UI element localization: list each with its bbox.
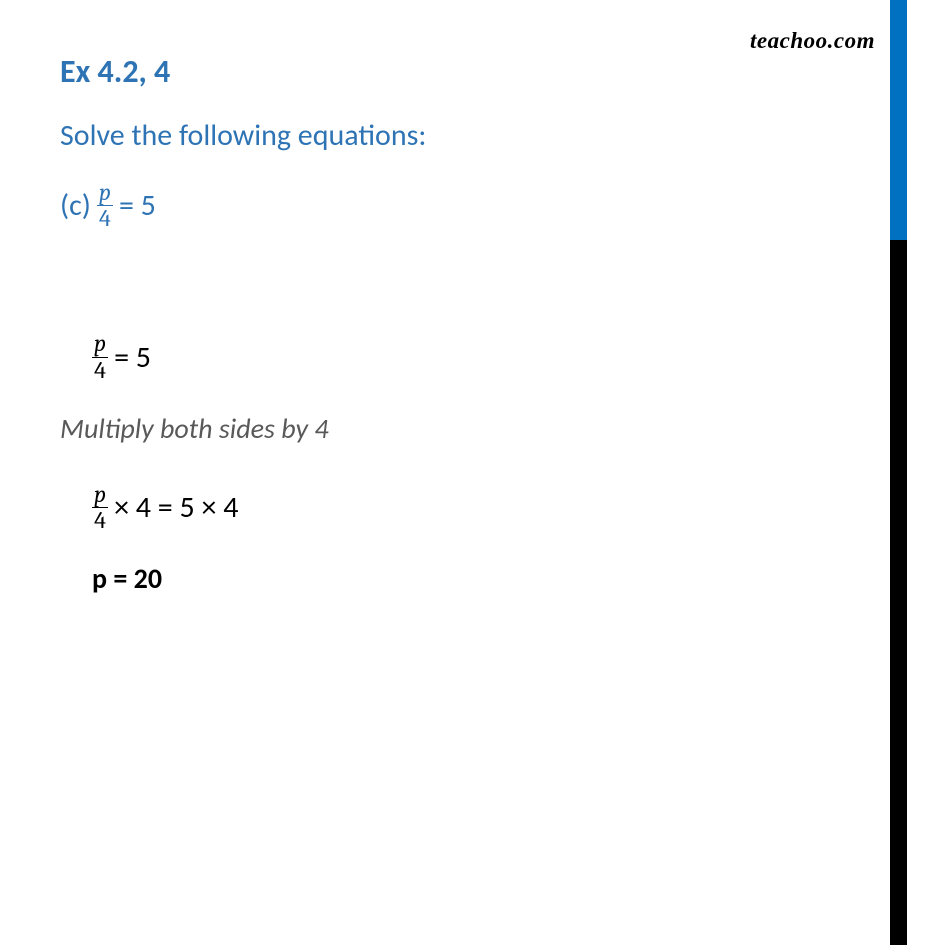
fraction-denominator: 4 [92, 358, 108, 383]
answer-text: p = 20 [92, 561, 885, 596]
fraction-p-over-4: p 4 [92, 331, 108, 382]
fraction-p-over-4: p 4 [92, 482, 108, 533]
fraction-numerator: p [92, 482, 108, 507]
instruction-text: Multiply both sides by 4 [60, 411, 885, 446]
step2-eq: × 4 = 5 × 4 [114, 489, 238, 526]
step1-eq: = 5 [114, 339, 151, 376]
side-stripe-blue [890, 0, 907, 240]
part-c-line: (c) p 4 = 5 [60, 180, 885, 231]
exercise-subtitle: Solve the following equations: [60, 117, 885, 154]
fraction-numerator: p [92, 331, 108, 356]
part-eq: = 5 [119, 187, 156, 224]
part-label: (c) [60, 187, 91, 224]
content-area: Ex 4.2, 4 Solve the following equations:… [0, 0, 945, 648]
step2-row: p 4 × 4 = 5 × 4 [92, 482, 885, 533]
exercise-title: Ex 4.2, 4 [60, 52, 885, 91]
fraction-denominator: 4 [92, 508, 108, 533]
watermark: teachoo.com [750, 28, 875, 54]
side-stripe-black [890, 240, 907, 945]
fraction-denominator: 4 [97, 206, 113, 231]
step1-row: p 4 = 5 [92, 331, 885, 382]
fraction-numerator: p [97, 180, 113, 205]
fraction-p-over-4: p 4 [97, 180, 113, 231]
